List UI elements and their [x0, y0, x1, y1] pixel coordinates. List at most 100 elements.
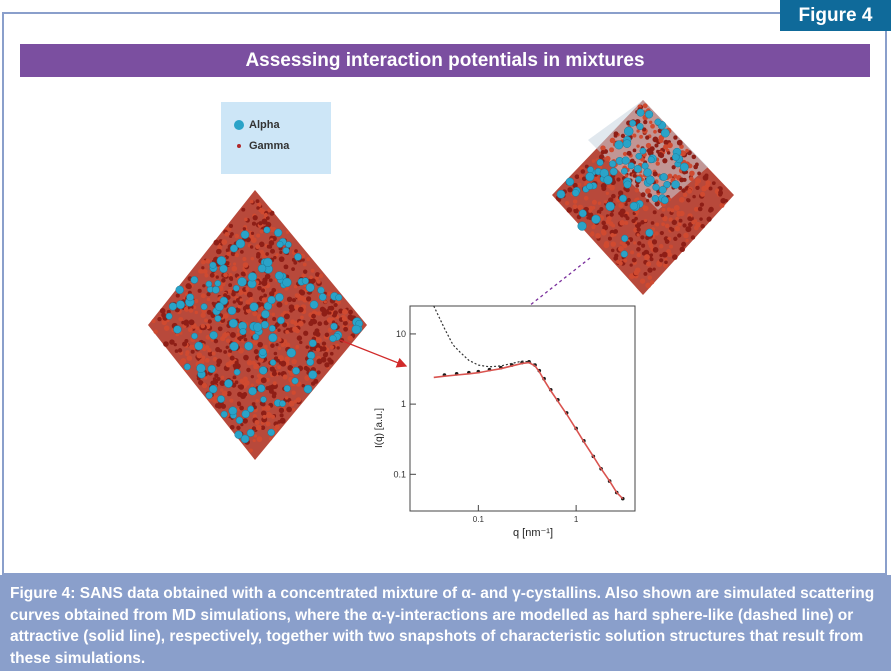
- gamma-particle: [645, 282, 652, 289]
- alpha-particle: [286, 348, 297, 358]
- gamma-particle: [326, 317, 333, 323]
- gamma-particle: [678, 196, 685, 203]
- gamma-particle: [678, 186, 683, 191]
- gamma-particle: [327, 357, 332, 362]
- gamma-particle: [650, 123, 655, 129]
- gamma-particle: [288, 400, 295, 407]
- alpha-particle: [577, 221, 587, 231]
- gamma-particle: [198, 380, 204, 386]
- gamma-particle: [616, 177, 621, 182]
- gamma-particle: [652, 136, 659, 143]
- gamma-particle: [285, 230, 290, 234]
- gamma-particle: [643, 249, 650, 256]
- gamma-particle: [273, 255, 277, 260]
- x-tick-label: 1: [574, 515, 579, 524]
- gamma-particle: [610, 248, 615, 253]
- gamma-particle: [691, 154, 697, 160]
- gamma-particle: [185, 350, 190, 355]
- gamma-particle: [639, 278, 646, 284]
- gamma-particle: [229, 398, 234, 403]
- gamma-particle: [190, 349, 195, 354]
- gamma-particle: [268, 278, 273, 283]
- gamma-particle: [225, 338, 231, 344]
- gamma-particle: [604, 240, 610, 246]
- gamma-particle: [213, 239, 220, 246]
- gamma-particle: [226, 391, 232, 397]
- gamma-particle: [655, 161, 660, 166]
- alpha-particle: [209, 261, 217, 269]
- gamma-particle: [277, 346, 281, 350]
- gamma-particle: [348, 309, 353, 315]
- alpha-particle: [283, 384, 291, 393]
- alpha-particle: [261, 309, 270, 319]
- gamma-particle: [204, 358, 210, 363]
- gamma-particle: [671, 165, 676, 170]
- alpha-particle: [267, 428, 275, 437]
- gamma-particle: [649, 253, 654, 257]
- gamma-particle: [681, 241, 687, 247]
- gamma-particle: [209, 272, 215, 278]
- gamma-particle: [321, 310, 328, 317]
- gamma-particle: [255, 378, 261, 384]
- plot-area: [409, 305, 636, 512]
- gamma-particle: [342, 320, 348, 326]
- gamma-particle: [282, 374, 288, 380]
- alpha-particle: [219, 264, 228, 273]
- gamma-particle: [317, 321, 323, 327]
- gamma-particle: [251, 426, 257, 431]
- gamma-particle: [239, 405, 244, 411]
- gamma-particle: [692, 194, 696, 199]
- gamma-particle: [689, 170, 695, 177]
- gamma-particle: [253, 434, 258, 438]
- gamma-particle: [250, 256, 255, 261]
- gamma-particle: [316, 279, 321, 284]
- gamma-particle: [230, 232, 234, 236]
- gamma-particle: [257, 202, 262, 208]
- gamma-particle: [294, 293, 300, 298]
- gamma-particle: [291, 358, 297, 365]
- alpha-particle: [248, 386, 257, 396]
- gamma-particle: [225, 261, 230, 266]
- gamma-particle: [291, 298, 297, 303]
- gamma-particle: [611, 223, 616, 228]
- legend-item-alpha: Alpha: [234, 119, 280, 131]
- alpha-particle: [244, 341, 254, 351]
- gamma-particle: [303, 269, 308, 274]
- gamma-particle: [214, 373, 219, 378]
- gamma-particle: [669, 244, 673, 249]
- gamma-particle: [246, 367, 251, 373]
- alpha-particle: [636, 108, 645, 117]
- gamma-particle: [623, 213, 628, 218]
- gamma-particle: [348, 320, 352, 324]
- gamma-particle: [687, 188, 693, 194]
- gamma-particle: [675, 216, 679, 221]
- gamma-particle: [309, 275, 313, 280]
- gamma-particle: [244, 303, 251, 310]
- gamma-particle: [245, 299, 251, 305]
- gamma-particle: [270, 343, 275, 348]
- gamma-particle: [279, 417, 286, 424]
- gamma-particle: [303, 365, 309, 371]
- gamma-particle: [271, 394, 277, 399]
- alpha-particle: [228, 318, 238, 328]
- gamma-particle: [221, 390, 228, 397]
- gamma-particle: [667, 252, 673, 258]
- gamma-particle: [706, 216, 712, 222]
- gamma-particle: [198, 269, 203, 274]
- gamma-particle: [315, 272, 320, 277]
- gamma-particle: [651, 239, 658, 245]
- gamma-particle: [240, 250, 244, 254]
- gamma-particle: [639, 134, 643, 139]
- gamma-particle: [183, 306, 190, 312]
- gamma-particle: [600, 183, 607, 189]
- gamma-particle: [683, 232, 689, 239]
- gamma-particle: [677, 233, 682, 238]
- alpha-particle: [605, 201, 615, 212]
- gamma-particle: [252, 310, 258, 317]
- alpha-particle: [233, 284, 240, 292]
- alpha-particle: [585, 172, 595, 182]
- gamma-particle: [324, 362, 330, 368]
- alpha-particle: [305, 283, 315, 293]
- gamma-particle: [685, 226, 692, 233]
- gamma-particle: [600, 149, 606, 155]
